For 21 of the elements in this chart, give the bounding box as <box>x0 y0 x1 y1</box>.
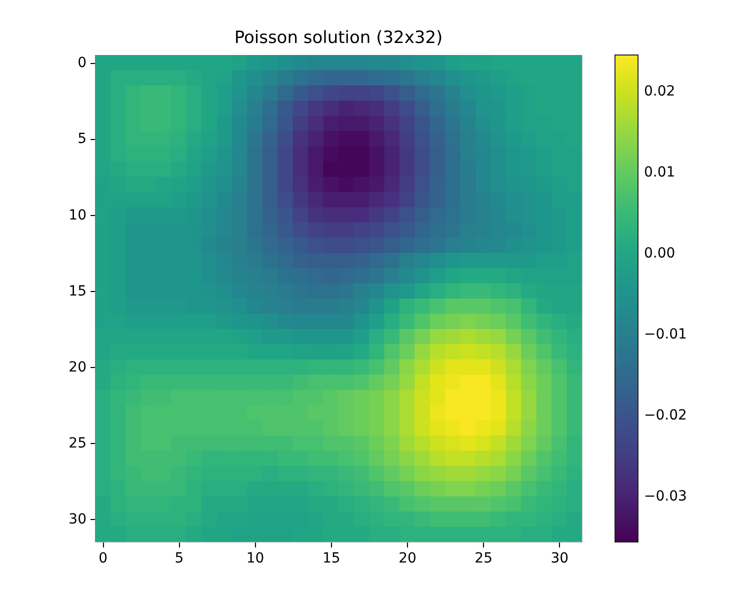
color-bar-label: −0.02 <box>644 408 687 424</box>
color-bar-label: 0.00 <box>644 246 676 262</box>
x-tick-label: 5 <box>174 550 184 566</box>
y-tick-label: 15 <box>68 283 86 300</box>
color-bar-label: −0.01 <box>644 326 687 343</box>
y-tick-label: 10 <box>68 207 86 224</box>
y-tick-label: 25 <box>68 436 86 452</box>
y-tick-label: 30 <box>68 512 86 528</box>
y-tick-label: 5 <box>78 131 86 148</box>
color-bar-label: 0.02 <box>644 83 676 100</box>
x-tick-label: 30 <box>550 550 569 566</box>
x-tick-label: 15 <box>322 550 340 566</box>
x-tick-label: 25 <box>474 550 492 566</box>
color-bar-label: 0.01 <box>644 164 676 180</box>
x-tick-label: 10 <box>246 550 264 566</box>
color-bar-label: −0.03 <box>644 488 687 505</box>
y-tick-label: 0 <box>78 55 86 72</box>
chart-title: Poisson solution (32x32) <box>234 28 443 48</box>
x-tick-label: 0 <box>98 550 108 566</box>
x-tick-label: 20 <box>398 550 416 566</box>
y-tick-label: 20 <box>68 359 86 376</box>
